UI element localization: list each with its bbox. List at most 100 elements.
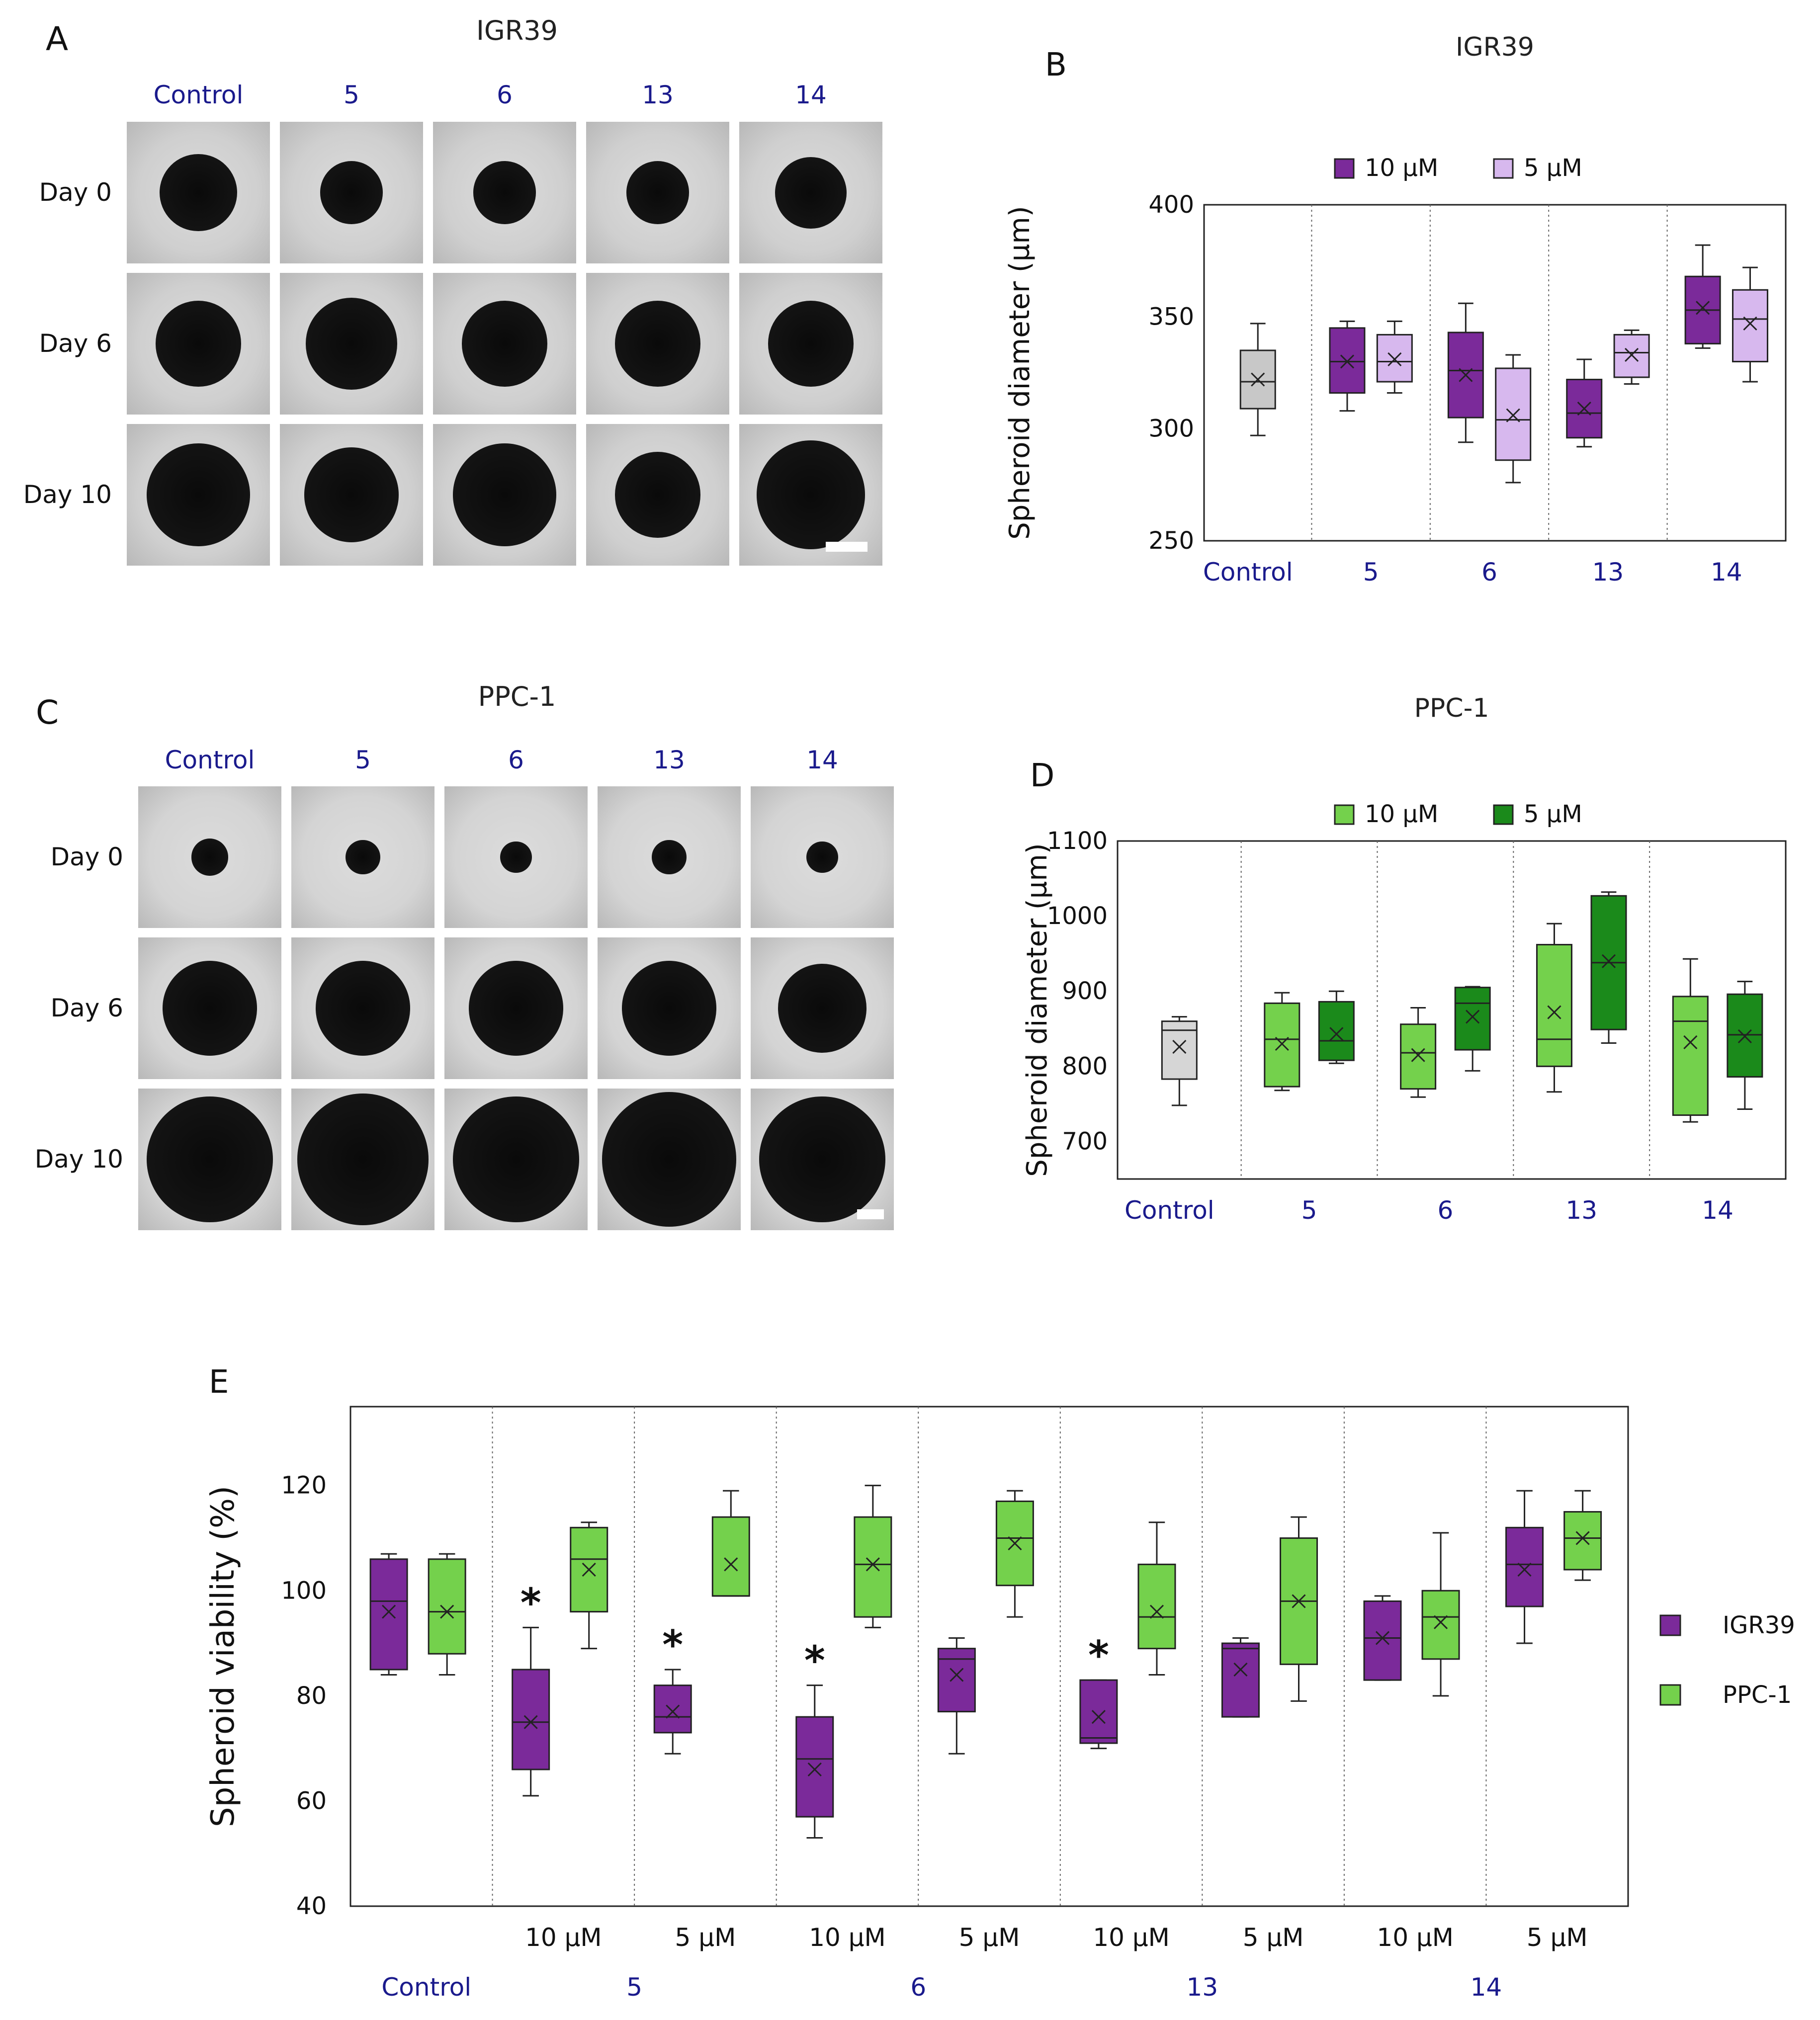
y-axis-label: Spheroid viability (%) — [205, 1486, 242, 1827]
box-plot-box — [512, 1669, 550, 1770]
x-dose-label: 5 µM — [959, 1923, 1020, 1952]
y-tick-label: 350 — [1148, 303, 1194, 331]
plot-frame — [1117, 840, 1787, 1180]
panel-a-spheroid-image — [433, 273, 576, 415]
y-axis-label: Spheroid diameter (µm) — [1021, 843, 1053, 1177]
y-axis-label: Spheroid diameter (µm) — [1004, 206, 1036, 540]
panel-letter: E — [209, 1364, 229, 1401]
box-plot-mean-marker — [666, 1704, 680, 1719]
y-tick-label: 80 — [296, 1682, 327, 1710]
x-group-label: Control — [1203, 558, 1293, 587]
box-plot-box — [995, 1500, 1034, 1587]
legend-label: IGR39 — [1723, 1611, 1795, 1639]
box-plot-box — [1376, 334, 1413, 383]
box-plot-mean-marker — [1233, 1662, 1248, 1677]
box-plot-box — [1221, 1642, 1260, 1718]
x-group-label: Control — [1125, 1196, 1214, 1225]
legend-label: 10 µM — [1365, 154, 1438, 182]
box-plot-box — [1318, 1001, 1355, 1061]
panel-c-col-header: 13 — [653, 746, 685, 774]
box-plot-mean-marker — [1506, 408, 1520, 422]
box-plot-mean-marker — [1575, 1531, 1590, 1545]
legend-label: 10 µM — [1365, 800, 1438, 828]
plot-frame — [1203, 204, 1787, 542]
panel-a-spheroid-image — [586, 273, 729, 415]
panel-a-spheroid-image — [586, 424, 729, 566]
panel-a-spheroid-image — [739, 273, 882, 415]
box-plot-box — [1454, 987, 1491, 1051]
box-plot-mean-marker — [807, 1762, 822, 1777]
panel-c-spheroid-image — [138, 937, 281, 1079]
box-plot-box — [1264, 1002, 1300, 1088]
box-plot-box — [1672, 996, 1709, 1116]
panel-a-spheroid-image — [280, 424, 423, 566]
significance-asterisk: * — [1088, 1632, 1109, 1679]
panel-c-spheroid-image — [138, 786, 281, 928]
box-plot-mean-marker — [582, 1562, 596, 1577]
panel-c-scale-bar — [857, 1209, 884, 1219]
panel-a-scale-bar — [826, 542, 867, 552]
panel-a-spheroid-image — [586, 122, 729, 263]
panel-a-spheroid-blob — [614, 301, 701, 387]
panel-a-row-header: Day 10 — [23, 480, 112, 509]
panel-a-col-header: 14 — [795, 81, 827, 109]
box-plot-box — [1363, 1600, 1402, 1681]
x-dose-label: 5 µM — [1527, 1923, 1588, 1952]
y-tick-label: 900 — [1062, 977, 1108, 1005]
panel-c-spheroid-blob — [602, 1092, 737, 1227]
panel-a-spheroid-blob — [473, 161, 536, 224]
panel-c-spheroid-image — [291, 937, 434, 1079]
panel-c-spheroid-blob — [778, 964, 867, 1053]
box-plot-mean-marker — [440, 1604, 454, 1619]
box-plot-mean-marker — [382, 1604, 396, 1619]
x-dose-label: 10 µM — [809, 1923, 885, 1952]
box-plot-box — [1421, 1590, 1460, 1660]
x-dose-label: 10 µM — [1377, 1923, 1453, 1952]
panel-c-col-header: 6 — [508, 746, 524, 774]
panel-c-spheroid-image — [751, 937, 894, 1079]
panel-a-spheroid-image — [127, 273, 270, 415]
panel-c-spheroid-blob — [652, 840, 687, 875]
panel-a-spheroid-image — [280, 122, 423, 263]
panel-a-spheroid-blob — [775, 157, 847, 229]
panel-c-col-header: 5 — [355, 746, 371, 774]
box-plot-mean-marker — [1577, 402, 1591, 416]
panel-a-spheroid-image — [127, 424, 270, 566]
box-plot-box — [1079, 1679, 1118, 1744]
panel-c-spheroid-image — [291, 786, 434, 928]
panel-c-spheroid-blob — [621, 961, 717, 1056]
box-plot-mean-marker — [1737, 1029, 1752, 1043]
panel-a-spheroid-blob — [626, 161, 690, 224]
box-plot-box — [795, 1716, 834, 1818]
y-tick-label: 400 — [1148, 191, 1194, 219]
legend-swatch — [1659, 1614, 1681, 1636]
legend-label: 5 µM — [1524, 154, 1582, 182]
panel-a-col-header: 5 — [344, 81, 359, 109]
panel-c-spheroid-blob — [806, 841, 838, 873]
box-plot-mean-marker — [1172, 1039, 1187, 1054]
panel-a-spheroid-image — [739, 424, 882, 566]
panel-c-title: PPC-1 — [478, 681, 556, 712]
significance-asterisk: * — [520, 1580, 541, 1626]
panel-a-spheroid-image — [739, 122, 882, 263]
panel-a-col-header: 6 — [497, 81, 513, 109]
box-plot-box — [1732, 289, 1768, 362]
box-plot-box — [1400, 1023, 1437, 1090]
panel-c-spheroid-blob — [346, 840, 380, 875]
chart-title: IGR39 — [1456, 32, 1534, 62]
box-plot-mean-marker — [1743, 316, 1757, 331]
x-dose-label: 5 µM — [1243, 1923, 1304, 1952]
box-plot-mean-marker — [1411, 1048, 1425, 1062]
panel-c-spheroid-blob — [315, 961, 411, 1056]
box-plot-mean-marker — [1008, 1536, 1022, 1551]
chart-b: B IGR39 10 µM 5 µM 250 300 350 400 Spheroid diam… — [1004, 32, 1787, 587]
x-group-label: 6 — [1481, 558, 1497, 587]
legend-swatch — [1334, 804, 1355, 825]
legend-label: PPC-1 — [1723, 1681, 1792, 1709]
panel-c-spheroid-image — [598, 786, 741, 928]
panel-a-spheroid-image — [433, 424, 576, 566]
legend-swatch — [1334, 158, 1355, 179]
box-plot-mean-marker — [950, 1668, 964, 1682]
legend-label: 5 µM — [1524, 800, 1582, 828]
x-group-label: 5 — [1301, 1196, 1317, 1225]
